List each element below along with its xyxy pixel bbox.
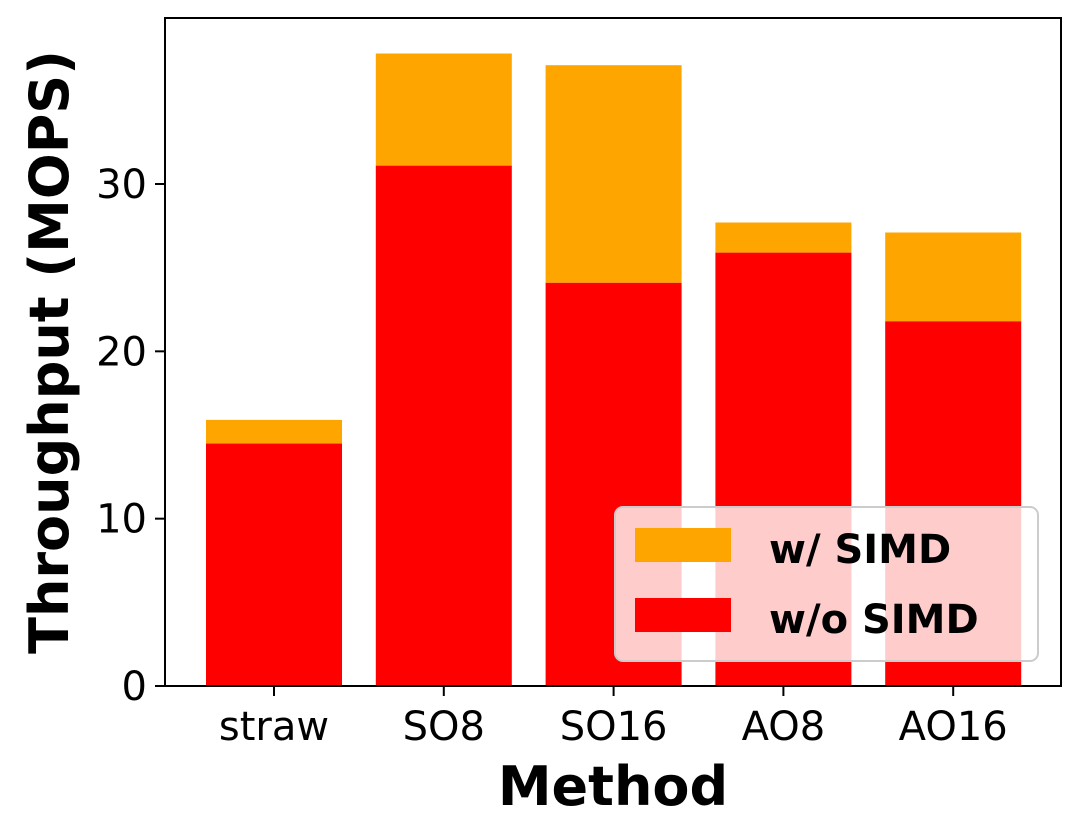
y-tick-label: 20: [96, 329, 147, 375]
bar-so8-without-simd: [375, 165, 512, 687]
bar-so8-with-simd: [375, 53, 512, 166]
x-tick-label-so16: SO16: [560, 704, 668, 750]
bar-straw-with-simd: [206, 419, 342, 444]
x-axis-title: Method: [498, 755, 728, 818]
bar-so16-with-simd: [545, 65, 682, 283]
y-tick-label: 30: [96, 162, 147, 208]
bar-ao8-with-simd: [715, 222, 852, 253]
legend-label-with-simd: w/ SIMD: [769, 527, 951, 573]
x-tick-label-ao16: AO16: [899, 704, 1008, 750]
bar-straw-without-simd: [206, 443, 342, 686]
y-axis-title: Throughput (MOPS): [18, 50, 81, 654]
legend-swatch-without-simd: [635, 598, 731, 632]
y-axis: 0 10 20 30: [96, 162, 165, 710]
y-tick-label: 10: [96, 497, 147, 543]
x-tick-label-straw: straw: [219, 704, 329, 750]
x-tick-label-so8: SO8: [403, 704, 485, 750]
y-tick-label: 0: [122, 664, 147, 710]
legend-swatch-with-simd: [635, 528, 731, 562]
bar-ao16-with-simd: [885, 232, 1022, 322]
legend-label-without-simd: w/o SIMD: [769, 597, 979, 643]
x-axis: straw SO8 SO16 AO8 AO16: [219, 686, 1008, 750]
legend: w/ SIMD w/o SIMD: [614, 506, 1039, 662]
x-tick-label-ao8: AO8: [742, 704, 826, 750]
